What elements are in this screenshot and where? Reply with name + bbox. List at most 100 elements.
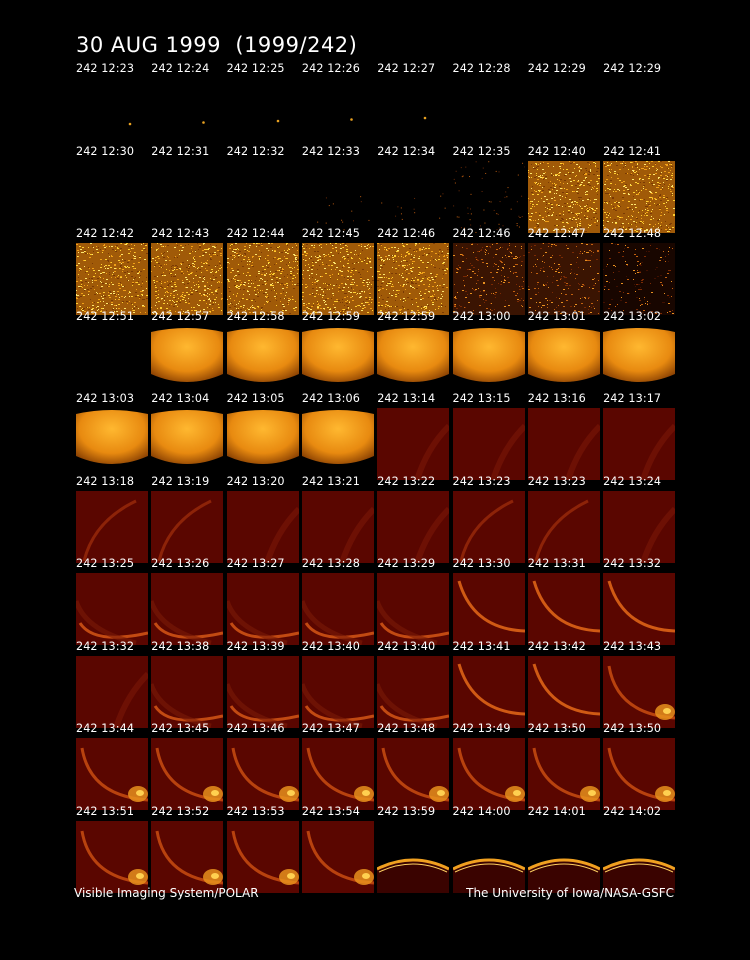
frame-cell: 242 12:26 — [302, 62, 376, 150]
frame-image-svg — [301, 820, 374, 893]
frame-cell: 242 12:46 — [452, 227, 527, 315]
frame-image — [527, 655, 600, 728]
frame-timestamp: 242 13:19 — [151, 474, 210, 488]
frame-image-svg — [226, 655, 299, 728]
frame-cell: 242 14:02 — [603, 805, 677, 893]
credit-institution: The University of Iowa/NASA-GSFC — [466, 886, 674, 900]
frame-cell: 242 13:29 — [377, 557, 451, 645]
frame-image-svg — [528, 78, 600, 150]
frame-timestamp: 242 13:50 — [603, 722, 662, 735]
frame-cell: 242 13:24 — [603, 475, 677, 563]
frame-image-svg — [452, 243, 525, 315]
frame-cell: 242 13:19 — [151, 475, 225, 563]
frame-image-svg — [453, 78, 525, 150]
frame-cell: 242 12:29 — [603, 62, 677, 150]
frame-image — [377, 78, 449, 150]
frame-image — [76, 243, 148, 315]
frame-image-svg — [151, 410, 224, 464]
frame-image — [76, 490, 148, 563]
frame-timestamp: 242 13:25 — [76, 557, 135, 570]
frame-image-svg — [151, 243, 224, 315]
frame-image — [151, 655, 224, 728]
frame-cell: 242 13:22 — [377, 475, 451, 563]
frame-timestamp: 242 12:51 — [76, 309, 135, 323]
frame-image — [76, 573, 148, 645]
frame-timestamp: 242 12:47 — [527, 227, 586, 240]
frame-timestamp: 242 13:48 — [377, 722, 436, 735]
frame-timestamp: 242 13:01 — [527, 309, 586, 323]
frame-image-svg — [76, 490, 148, 563]
frame-cell: 242 13:18 — [76, 475, 150, 563]
frame-image-svg — [603, 408, 676, 480]
frame-image-svg — [128, 122, 132, 126]
frame-cell: 242 13:20 — [226, 475, 301, 563]
frame-cell: 242 12:41 — [603, 145, 677, 233]
frame-image-svg — [76, 738, 148, 810]
frame-image — [76, 326, 148, 398]
frame-timestamp: 242 13:27 — [226, 557, 285, 570]
frame-image-svg — [381, 192, 446, 230]
frame-cell: 242 13:48 — [377, 722, 451, 810]
frame-image — [452, 326, 525, 398]
frame-image — [377, 243, 450, 315]
frame-cell: 242 12:47 — [527, 227, 602, 315]
frame-cell: 242 12:40 — [527, 145, 602, 233]
frame-cell: 242 13:30 — [452, 557, 527, 645]
frame-image — [301, 738, 374, 810]
frame-cell: 242 13:31 — [527, 557, 602, 645]
frame-timestamp: 242 12:24 — [151, 62, 210, 75]
frame-image — [453, 78, 525, 150]
page-title: 30 AUG 1999 (1999/242) — [76, 33, 358, 57]
frame-cell: 242 12:23 — [76, 62, 150, 150]
frame-image — [603, 490, 676, 563]
frame-image-svg — [151, 327, 224, 382]
frame-image — [377, 490, 450, 563]
frame-image-svg — [226, 820, 299, 893]
frame-image-svg — [151, 490, 224, 563]
frame-cell: 242 13:39 — [226, 640, 301, 728]
frame-cell: 242 13:06 — [301, 392, 376, 480]
frame-image-svg — [76, 243, 148, 315]
frame-cell: 242 14:01 — [527, 805, 602, 893]
frame-image — [226, 490, 299, 563]
frame-image-svg — [527, 327, 600, 382]
frame-image — [452, 243, 525, 315]
frame-cell: 242 13:26 — [151, 557, 225, 645]
frame-cell: 242 13:23 — [527, 475, 602, 563]
frame-image — [377, 738, 450, 810]
frame-image-svg — [527, 243, 600, 315]
frame-image-svg — [151, 655, 224, 728]
frame-image — [226, 573, 299, 645]
frame-cell: 242 13:05 — [226, 392, 301, 480]
frame-timestamp: 242 13:29 — [377, 557, 436, 570]
frame-image — [301, 655, 374, 728]
frame-timestamp: 242 12:59 — [301, 309, 360, 323]
frame-image-svg — [377, 490, 450, 563]
frame-timestamp: 242 12:23 — [76, 62, 135, 75]
frame-timestamp: 242 12:30 — [76, 144, 135, 158]
frame-image — [452, 490, 525, 563]
frame-image — [377, 326, 450, 398]
frame-cell: 242 13:01 — [527, 310, 602, 398]
frame-image — [527, 738, 600, 810]
frame-cell: 242 13:59 — [377, 805, 451, 893]
frame-image-svg — [603, 327, 676, 382]
frame-cell: 242 12:30 — [76, 145, 150, 233]
frame-image-svg — [377, 573, 450, 645]
frame-image-svg — [603, 655, 676, 728]
frame-image-svg — [76, 820, 148, 893]
frame-timestamp: 242 12:46 — [377, 227, 436, 240]
frame-timestamp: 242 12:32 — [226, 144, 285, 158]
frame-cell: 242 12:24 — [151, 62, 225, 150]
frame-image — [226, 820, 299, 893]
frame-timestamp: 242 13:21 — [301, 474, 360, 488]
frame-image-svg — [377, 738, 450, 810]
frame-image — [301, 573, 374, 645]
frame-image — [377, 573, 450, 645]
frame-timestamp: 242 14:00 — [452, 804, 511, 818]
frame-cell: 242 13:41 — [452, 640, 527, 728]
frame-cell: 242 12:28 — [453, 62, 527, 150]
frame-image — [603, 738, 676, 810]
frame-cell: 242 13:44 — [76, 722, 150, 810]
frame-image — [227, 78, 299, 150]
